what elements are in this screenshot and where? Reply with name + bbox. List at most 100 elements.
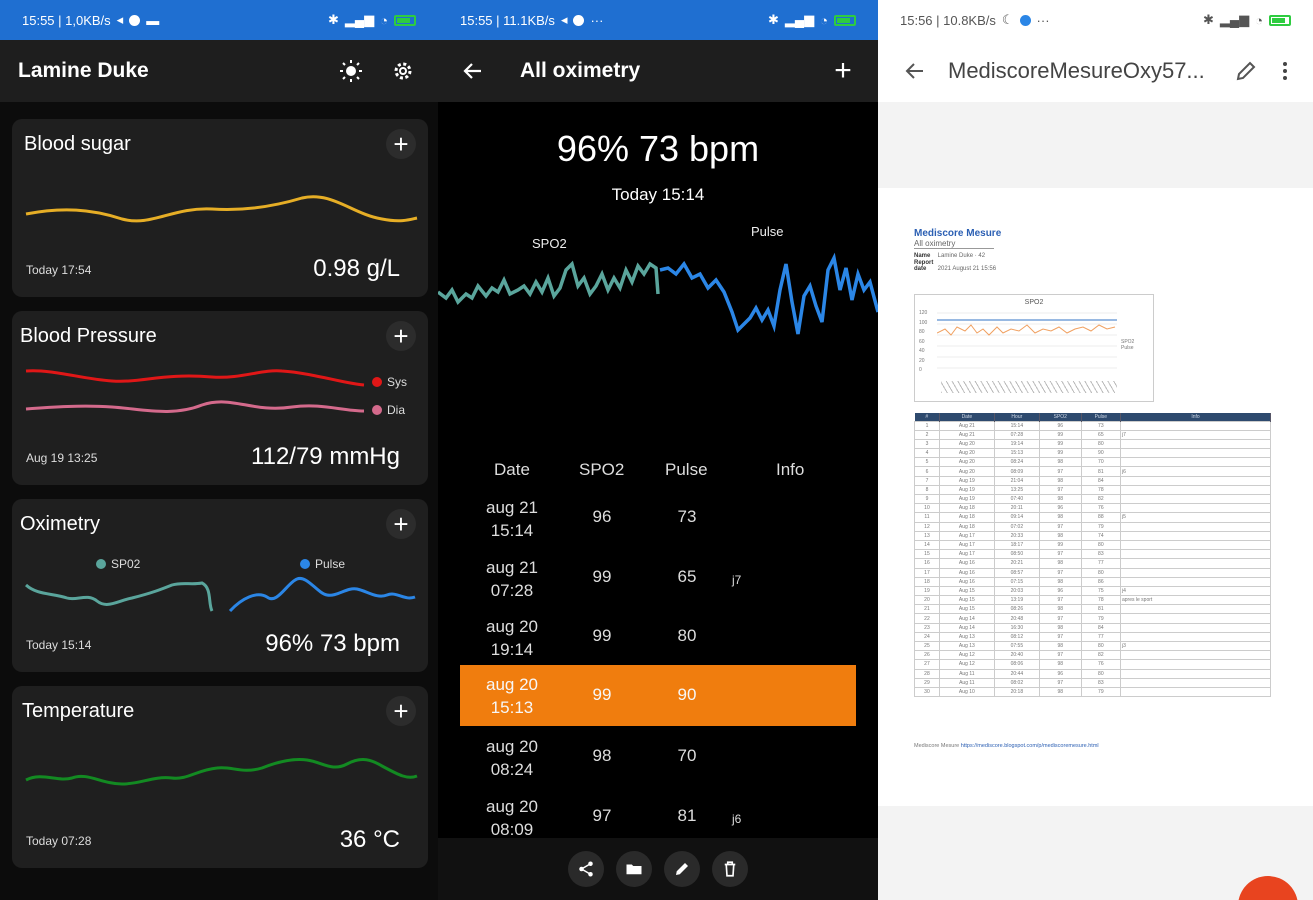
edit-icon[interactable]: [664, 851, 700, 887]
blood-pressure-card[interactable]: Blood Pressure + Sys Dia Aug 19 13:25 11…: [12, 311, 428, 485]
row-time: 19:14: [490, 640, 534, 659]
doc-table-cell: 2: [914, 429, 940, 440]
app-title: Lamine Duke: [18, 59, 149, 82]
legend-pulse: Pulse: [1121, 345, 1134, 351]
add-oximetry-button[interactable]: +: [386, 509, 416, 539]
oximetry-card[interactable]: Oximetry + SP02 Pulse Today 15:14 96% 73…: [12, 499, 428, 672]
row-date: aug 20: [486, 617, 538, 636]
card-value: 0.98 g/L: [313, 255, 400, 282]
doc-table-cell: 15:13: [993, 448, 1040, 459]
blood-sugar-card[interactable]: Blood sugar + Today 17:54 0.98 g/L: [12, 119, 428, 297]
doc-table-row: 9 Aug 19 07:40 98 82: [914, 493, 1271, 505]
doc-table-cell: 19:14: [993, 438, 1040, 450]
doc-date-value: 2021 August 21 15:56: [937, 266, 997, 272]
page-gap: [878, 102, 1313, 188]
temperature-card[interactable]: Temperature + Today 07:28 36 °C: [12, 686, 428, 868]
card-title: Temperature: [22, 700, 135, 722]
doc-table-cell: 98: [1038, 558, 1082, 569]
doc-table-row: 19 Aug 15 20:03 96 75 j4: [914, 585, 1271, 597]
doc-table-cell: 07:15: [993, 576, 1040, 587]
add-icon[interactable]: +: [834, 54, 852, 87]
alarm-icon: ◂: [560, 12, 568, 27]
table-row[interactable]: aug 20 08:09 97 81 j6: [460, 789, 856, 847]
doc-table-cell: [1120, 549, 1271, 560]
doc-table-cell: [1120, 613, 1271, 624]
row-pulse: 90: [677, 685, 697, 704]
legend-label: Dia: [387, 403, 406, 417]
systolic-dot-icon: [372, 377, 382, 387]
card-title: Oximetry: [20, 513, 100, 535]
doc-table-cell: Aug 12: [938, 650, 995, 661]
doc-table-cell: Aug 18: [938, 503, 995, 514]
doc-table-header-cell: Pulse: [1081, 413, 1122, 421]
moon-icon: ☾: [1001, 12, 1014, 27]
row-time: 08:09: [490, 820, 534, 839]
doc-footer-link[interactable]: https://mediscore.blogspot.com/p/medisco…: [960, 743, 1099, 749]
card-date: Today 17:54: [26, 263, 92, 277]
back-arrow-icon[interactable]: [898, 54, 932, 88]
doc-table-cell: Aug 15: [938, 585, 995, 597]
doc-table-cell: 80: [1080, 567, 1122, 578]
table-row[interactable]: aug 21 07:28 99 65 j7: [460, 550, 856, 608]
doc-table-cell: 74: [1080, 530, 1122, 541]
more-notifications-icon: ···: [1036, 12, 1050, 28]
row-date: aug 20: [486, 797, 538, 816]
doc-subtitle: All oximetry: [914, 239, 994, 249]
back-arrow-icon[interactable]: [456, 54, 490, 88]
doc-table-cell: 80: [1080, 539, 1122, 551]
doc-table-cell: [1120, 503, 1271, 514]
doc-table-cell: 20:11: [993, 503, 1040, 514]
card-value: 112/79 mmHg: [251, 443, 400, 470]
more-vert-icon[interactable]: [1277, 54, 1293, 88]
pencil-icon[interactable]: [1229, 54, 1263, 88]
doc-chart-ytick: 120: [919, 310, 928, 316]
doc-table-cell: 76: [1080, 503, 1122, 514]
notification-icon: [129, 14, 141, 26]
signal-icon: ▂▄▆: [1219, 12, 1250, 27]
add-blood-sugar-button[interactable]: +: [386, 129, 416, 159]
doc-table-cell: Aug 20: [938, 448, 995, 459]
doc-table-cell: 08:26: [993, 604, 1040, 615]
table-row[interactable]: aug 21 15:14 96 73: [460, 490, 856, 548]
doc-chart-xlabels: [941, 381, 1117, 393]
doc-table-row: 28 Aug 11 20:44 96 80: [914, 668, 1271, 679]
doc-table-row: 18 Aug 16 07:15 98 86: [914, 576, 1271, 587]
row-time: 15:14: [490, 521, 534, 540]
doc-table-cell: 86: [1080, 576, 1122, 587]
doc-footer-prefix: Mediscore Mesure: [914, 743, 961, 749]
gear-icon[interactable]: [386, 54, 420, 88]
doc-table-cell: 08:57: [993, 567, 1040, 578]
chart-label-spo2: SPO2: [532, 236, 567, 251]
delete-icon[interactable]: [712, 851, 748, 887]
wifi-icon: ◔: [380, 12, 388, 28]
table-row-selected[interactable]: aug 20 15:13 99 90: [460, 665, 856, 726]
sun-icon[interactable]: [334, 54, 368, 88]
folder-icon[interactable]: [616, 851, 652, 887]
doc-table-cell: 21: [914, 604, 940, 615]
doc-table-row: 25 Aug 13 07:55 98 80 j3: [914, 640, 1271, 652]
oximetry-list-panel: 15:55 | 11.1KB/s ◂ ··· ✱ ▂▄▆ ◔ All oximetry …: [438, 0, 878, 900]
doc-table-cell: 99: [1038, 429, 1082, 440]
add-temperature-button[interactable]: +: [386, 696, 416, 726]
table-row[interactable]: aug 20 08:24 98 70: [460, 729, 856, 787]
notification-icon: [573, 14, 585, 26]
row-spo2: 98: [592, 746, 612, 765]
doc-table-cell: 97: [1038, 613, 1082, 624]
doc-table-cell: 24: [914, 631, 940, 643]
row-time: 08:24: [490, 760, 534, 779]
legend-pulse: Pulse: [300, 557, 345, 571]
doc-table-cell: Aug 20: [938, 457, 995, 468]
doc-table-cell: 96: [1038, 503, 1082, 514]
row-date: aug 20: [486, 737, 538, 756]
doc-chart: SPO2 120 100 80 60 40 20 0 SPO2 Pulse: [914, 294, 1154, 402]
doc-table-cell: Aug 13: [938, 631, 995, 643]
doc-table-cell: 98: [1038, 493, 1082, 505]
add-blood-pressure-button[interactable]: +: [386, 321, 416, 351]
doc-table-row: 20 Aug 15 13:19 97 78 apres le sport: [914, 595, 1271, 606]
row-pulse: 73: [677, 507, 697, 526]
doc-table-cell: j5: [1120, 512, 1271, 523]
doc-date-label: Report date: [914, 260, 934, 272]
row-date: aug 20: [486, 675, 538, 694]
share-icon[interactable]: [568, 851, 604, 887]
table-row[interactable]: aug 20 19:14 99 80: [460, 609, 856, 667]
